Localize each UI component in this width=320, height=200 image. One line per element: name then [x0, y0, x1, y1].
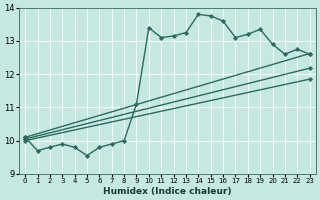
X-axis label: Humidex (Indice chaleur): Humidex (Indice chaleur)	[103, 187, 232, 196]
